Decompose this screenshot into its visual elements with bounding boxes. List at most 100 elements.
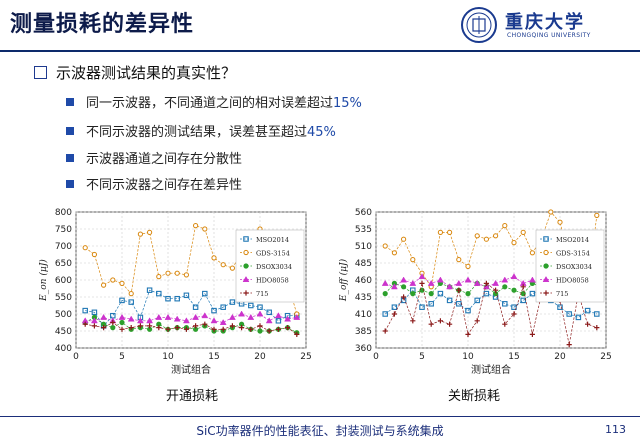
data-point-715 (447, 321, 453, 327)
data-point-gds-3154 (202, 226, 208, 232)
data-point-715 (502, 321, 508, 327)
university-seal-icon (461, 7, 497, 43)
x-tick-label: 15 (508, 352, 519, 362)
bullet-item: 同一示波器，不同通道之间的相对误差超过15% (66, 92, 362, 111)
x-tick-label: 15 (208, 352, 219, 362)
x-axis-label: 测试组合 (171, 363, 211, 376)
data-point-715 (465, 331, 471, 337)
data-point-715 (285, 325, 291, 331)
bullet-highlight: 15% (333, 96, 362, 111)
data-point-715 (275, 326, 281, 332)
data-point-715 (493, 287, 499, 293)
data-point-gds-3154 (594, 212, 600, 218)
data-point-715 (474, 318, 480, 324)
bullet-highlight: 45% (307, 125, 336, 140)
legend-label: DSOX3034 (256, 263, 292, 271)
data-point-gds-3154 (128, 291, 134, 297)
bullet-item: 不同示波器之间存在差异性 (66, 174, 242, 193)
footer-divider (0, 416, 640, 417)
data-point-mso2014 (146, 287, 153, 293)
data-point-hdo8058 (201, 312, 209, 319)
data-point-hdo8058 (418, 273, 426, 280)
y-tick-label: 485 (355, 259, 372, 269)
data-point-mso2014 (211, 307, 217, 314)
data-point-mso2014 (437, 290, 444, 297)
data-point-hdo8058 (228, 313, 236, 320)
data-point-gds-3154 (529, 250, 535, 256)
data-point-mso2014 (156, 290, 162, 297)
turn-off-loss-chart: 0 5 10 15 20 25360385410435460485510535560测试组… (338, 208, 612, 376)
data-point-hdo8058 (409, 279, 417, 286)
y-tick-label: 385 (355, 327, 372, 337)
data-point-dsox3034 (502, 284, 508, 290)
data-point-hdo8058 (427, 279, 435, 286)
legend-label: MSO2014 (556, 236, 589, 244)
data-point-715 (294, 331, 300, 337)
legend: MSO2014 GDS-3154 DSOX3034 HDO8058 715 (535, 229, 605, 303)
data-point-715 (566, 342, 572, 348)
y-tick-label: 600 (55, 276, 72, 286)
data-point-hdo8058 (265, 317, 273, 324)
data-point-hdo8058 (482, 283, 490, 290)
bullet-item: 示波器通道之间存在分散性 (66, 148, 242, 167)
x-tick-label: 5 (119, 352, 125, 362)
legend-label: 715 (256, 290, 268, 298)
data-point-mso2014 (511, 304, 517, 310)
x-tick-label: 10 (162, 352, 174, 362)
data-point-715 (183, 326, 189, 332)
data-point-715 (165, 326, 171, 332)
data-point-mso2014 (474, 297, 480, 304)
bullet-text: 不同示波器的测试结果，误差甚至超过 (86, 125, 308, 140)
data-point-dsox3034 (119, 319, 125, 326)
data-point-715 (401, 294, 407, 300)
page-title: 测量损耗的差异性 (10, 12, 195, 37)
data-point-gds-3154 (391, 250, 398, 256)
university-logo: 重庆大学 CHONGQING UNIVERSITY (460, 6, 630, 46)
data-point-dsox3034 (410, 291, 416, 297)
x-tick-label: 10 (462, 352, 474, 362)
legend-label: 715 (556, 290, 568, 298)
checkbox-square-icon (34, 66, 47, 79)
y-tick-label: 500 (55, 310, 72, 320)
data-point-mso2014 (543, 236, 549, 242)
data-point-715 (529, 331, 535, 337)
data-point-mso2014 (456, 301, 462, 307)
data-point-mso2014 (428, 301, 434, 307)
data-point-gds-3154 (493, 233, 499, 239)
legend-label: HDO8058 (256, 276, 289, 284)
data-point-hdo8058 (182, 317, 190, 324)
data-point-gds-3154 (110, 277, 116, 283)
data-point-mso2014 (174, 295, 180, 302)
data-point-dsox3034 (110, 325, 116, 331)
data-point-715 (156, 325, 162, 331)
university-name: 重庆大学 (505, 12, 585, 33)
data-point-gds-3154 (220, 262, 226, 268)
data-point-715 (391, 311, 397, 317)
data-point-mso2014 (243, 236, 249, 242)
data-point-hdo8058 (100, 313, 108, 320)
data-point-715 (174, 325, 180, 331)
data-point-gds-3154 (165, 270, 171, 276)
data-point-gds-3154 (211, 255, 217, 261)
series-line (384, 279, 597, 345)
y-axis-label: E_on (μJ) (38, 259, 49, 302)
data-point-mso2014 (257, 304, 263, 310)
bullet-item: 不同示波器的测试结果，误差甚至超过45% (66, 121, 336, 140)
data-point-gds-3154 (437, 229, 444, 235)
data-point-hdo8058 (542, 275, 550, 282)
y-tick-label: 650 (55, 259, 72, 269)
data-point-mso2014 (566, 311, 572, 317)
data-point-hdo8058 (390, 283, 398, 290)
x-tick-label: 20 (554, 352, 566, 362)
data-point-715 (91, 323, 97, 329)
data-point-gds-3154 (483, 236, 489, 242)
data-point-mso2014 (465, 307, 471, 314)
data-point-715 (248, 326, 254, 332)
x-tick-label: 25 (600, 352, 611, 362)
data-point-gds-3154 (410, 257, 416, 263)
data-point-dsox3034 (401, 284, 407, 290)
university-name-en: CHONGQING UNIVERSITY (507, 32, 591, 39)
data-point-715 (147, 323, 153, 329)
data-point-hdo8058 (284, 315, 292, 322)
legend-label: MSO2014 (256, 236, 289, 244)
